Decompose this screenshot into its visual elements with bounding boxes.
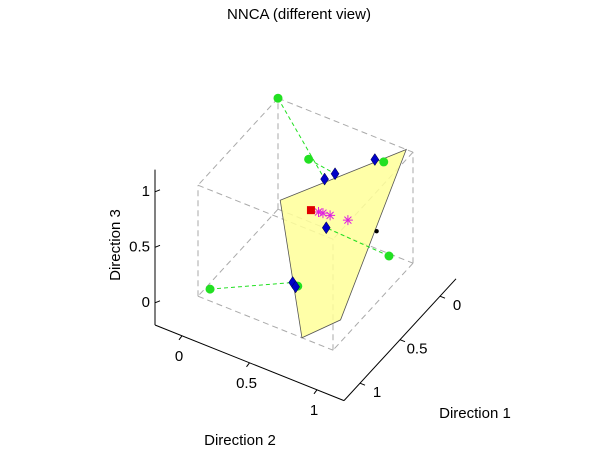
point (320, 172, 329, 186)
x-tick-label: 0 (453, 297, 461, 314)
x-tick-label: 0.5 (407, 341, 428, 358)
z-tick-label: 0.5 (129, 238, 150, 255)
point (370, 153, 380, 167)
point (304, 154, 314, 164)
y-tick (246, 362, 250, 368)
z-tick (154, 300, 161, 304)
box-edge (277, 97, 414, 153)
point (321, 221, 331, 235)
point (342, 215, 353, 226)
link (277, 97, 326, 180)
y-tick (313, 389, 318, 395)
point (306, 206, 315, 215)
x-tick (439, 295, 446, 299)
z-tick-label: 0 (142, 294, 150, 311)
link (308, 158, 336, 175)
point (291, 280, 300, 294)
point (313, 206, 324, 217)
point (273, 93, 283, 103)
point (384, 251, 394, 261)
z-tick (154, 244, 161, 248)
point (330, 167, 340, 181)
y-axis-label: Direction 2 (204, 432, 276, 449)
y-tick-label: 0 (175, 348, 183, 365)
chart-title: NNCA (different view) (227, 6, 371, 23)
z-tick-label: 1 (142, 183, 150, 200)
surface (279, 148, 407, 339)
point (379, 157, 389, 167)
x-tick (399, 339, 406, 343)
point (317, 208, 328, 219)
point (205, 284, 215, 294)
y-tick-label: 1 (310, 402, 318, 419)
y-tick (178, 335, 183, 341)
point (325, 210, 336, 221)
point (374, 229, 379, 234)
x-tick (359, 382, 366, 386)
z-axis-label: Direction 3 (107, 209, 124, 281)
y-tick-label: 0.5 (236, 375, 257, 392)
link (326, 227, 390, 257)
x-axis-label: Direction 1 (439, 405, 511, 422)
x-tick-label: 1 (373, 384, 381, 401)
z-tick (154, 189, 161, 193)
box-edge (197, 295, 334, 351)
